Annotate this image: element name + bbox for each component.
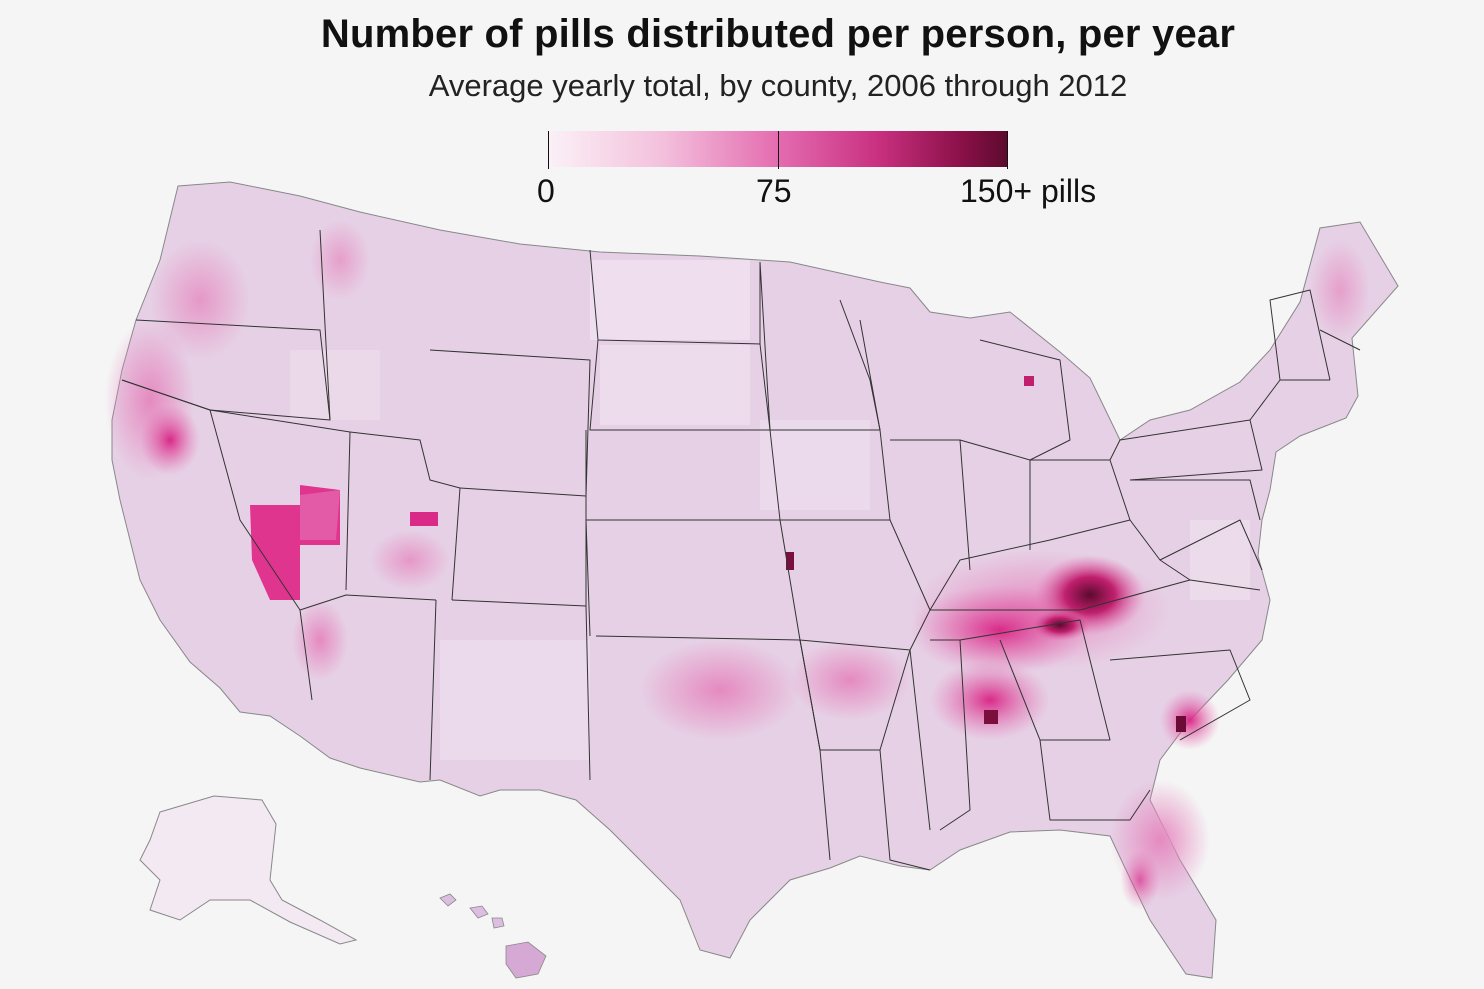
color-legend [548,131,1008,169]
legend-tick-min [548,131,549,169]
map-title: Number of pills distributed per person, … [320,12,1236,56]
map-subtitle: Average yearly total, by county, 2006 th… [428,68,1128,103]
legend-label-mid: 75 [756,173,792,209]
county-speckle [290,260,1250,760]
legend-label-max: 150+ pills [960,173,1097,209]
legend-tick-mid [778,131,779,169]
legend-tick-max [1007,131,1008,169]
legend-label-min: 0 [537,173,555,209]
state-borders [121,229,1361,871]
alaska-landmass [139,795,358,945]
contiguous-us-landmass [111,181,1399,979]
hawaii-islands [439,893,547,979]
